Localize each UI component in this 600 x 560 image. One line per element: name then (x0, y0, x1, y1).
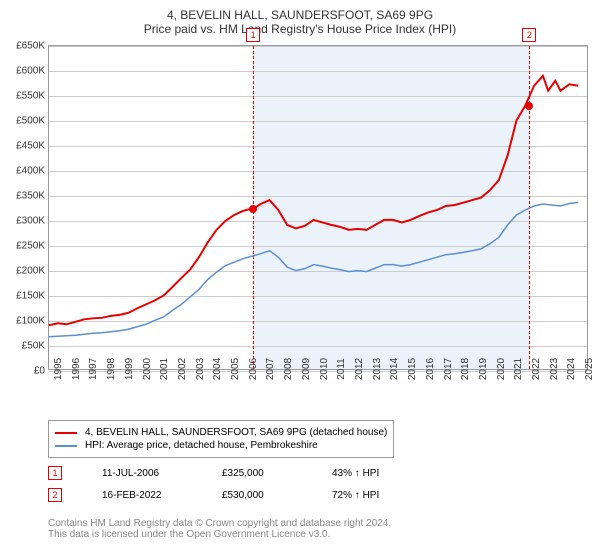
sale-price: £530,000 (222, 490, 292, 501)
y-tick-label: £250K (16, 241, 49, 252)
y-tick-label: £550K (16, 91, 49, 102)
sale-hpi-delta: 43% ↑ HPI (332, 468, 379, 479)
y-tick-label: £650K (16, 41, 49, 52)
y-tick-label: £600K (16, 66, 49, 77)
y-tick-label: £400K (16, 166, 49, 177)
y-tick-label: £150K (16, 291, 49, 302)
footer-line-2: This data is licensed under the Open Gov… (48, 529, 391, 540)
y-tick-label: £350K (16, 191, 49, 202)
sale-price: £325,000 (222, 468, 292, 479)
y-tick-label: £500K (16, 116, 49, 127)
chart-container: 4, BEVELIN HALL, SAUNDERSFOOT, SA69 9PG … (0, 0, 600, 560)
legend-swatch (55, 432, 77, 434)
series-line (49, 76, 578, 325)
chart-title: 4, BEVELIN HALL, SAUNDERSFOOT, SA69 9PG (0, 0, 600, 22)
data-attribution: Contains HM Land Registry data © Crown c… (48, 518, 391, 540)
legend-row: 4, BEVELIN HALL, SAUNDERSFOOT, SA69 9PG … (55, 427, 387, 438)
series-svg (49, 46, 587, 369)
sale-badge: 2 (522, 28, 536, 42)
legend-label: 4, BEVELIN HALL, SAUNDERSFOOT, SA69 9PG … (85, 427, 387, 438)
sale-badge: 1 (246, 28, 260, 42)
y-tick-label: £300K (16, 216, 49, 227)
legend-box: 4, BEVELIN HALL, SAUNDERSFOOT, SA69 9PG … (48, 420, 394, 458)
legend-row: HPI: Average price, detached house, Pemb… (55, 440, 387, 451)
legend-label: HPI: Average price, detached house, Pemb… (85, 440, 318, 451)
footer-line-1: Contains HM Land Registry data © Crown c… (48, 518, 391, 529)
sale-idx-badge: 2 (48, 488, 62, 502)
sale-date: 11-JUL-2006 (102, 468, 182, 479)
chart-subtitle: Price paid vs. HM Land Registry's House … (0, 22, 600, 36)
y-tick-label: £450K (16, 141, 49, 152)
sale-row: 1 11-JUL-2006 £325,000 43% ↑ HPI (48, 466, 379, 480)
plot-area: £0£50K£100K£150K£200K£250K£300K£350K£400… (48, 45, 588, 370)
y-tick-label: £50K (22, 341, 49, 352)
legend-swatch (55, 445, 77, 447)
y-tick-label: £0 (34, 366, 49, 377)
sale-idx-badge: 1 (48, 466, 62, 480)
y-tick-label: £100K (16, 316, 49, 327)
sale-hpi-delta: 72% ↑ HPI (332, 490, 379, 501)
series-line (49, 203, 578, 337)
sale-date: 16-FEB-2022 (102, 490, 182, 501)
sale-row: 2 16-FEB-2022 £530,000 72% ↑ HPI (48, 488, 379, 502)
y-tick-label: £200K (16, 266, 49, 277)
